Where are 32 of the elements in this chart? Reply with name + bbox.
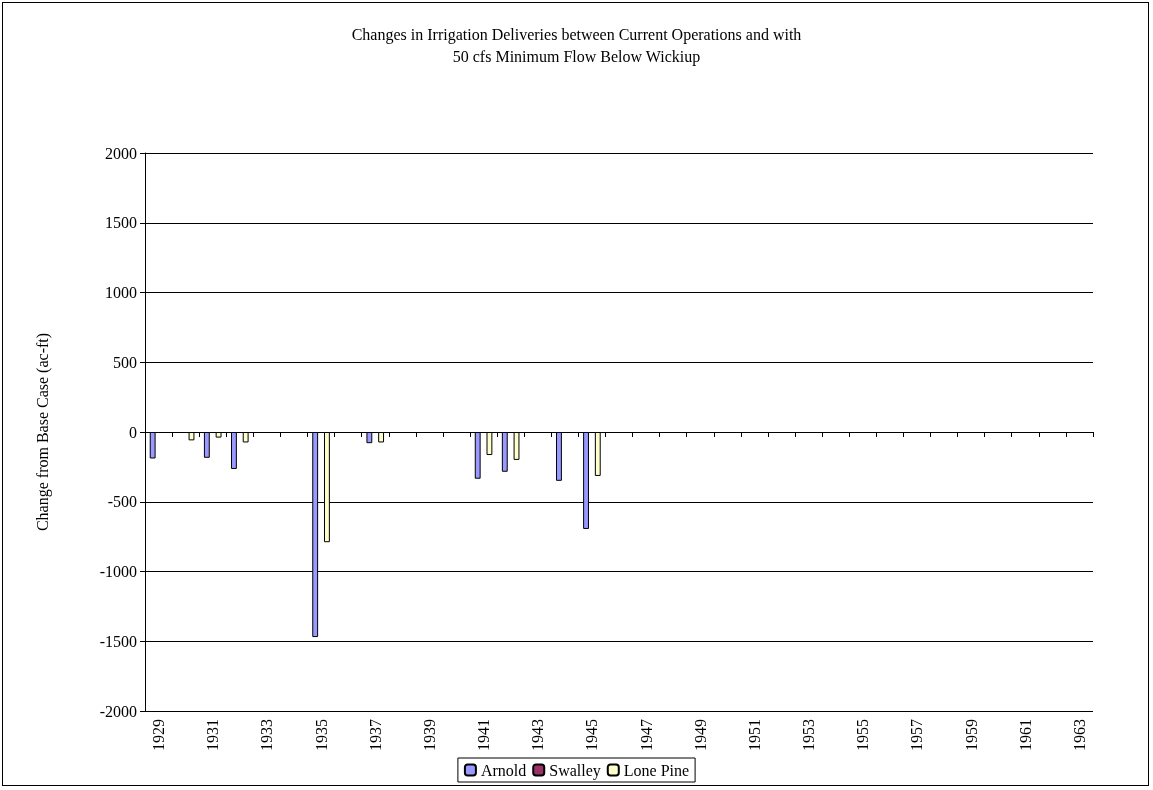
x-tick-label: 1953 xyxy=(800,719,818,751)
x-tick-label: 1957 xyxy=(908,719,926,751)
x-tick-label: 1933 xyxy=(258,719,276,751)
x-tick-label: 1941 xyxy=(475,719,493,751)
y-tick-label: -1000 xyxy=(99,563,137,580)
y-tick-label: -1500 xyxy=(99,632,137,650)
y-tick-label: -500 xyxy=(107,493,137,511)
x-tick-label: 1959 xyxy=(962,719,980,751)
x-tick-label: 1947 xyxy=(637,719,655,751)
y-tick-label: 500 xyxy=(113,353,137,371)
legend-label: Arnold xyxy=(480,761,527,779)
x-tick-label: 1945 xyxy=(583,719,601,751)
x-tick-label: 1951 xyxy=(745,719,763,751)
legend-label: Swalley xyxy=(549,761,601,780)
x-tick-label: 1963 xyxy=(1070,719,1088,751)
y-tick-label: 0 xyxy=(129,423,137,441)
y-tick-label: -2000 xyxy=(99,702,137,720)
x-tick-label: 1943 xyxy=(529,719,547,751)
x-tick-label: 1955 xyxy=(854,719,872,751)
y-tick-label: 1000 xyxy=(105,284,137,301)
y-tick-label: 2000 xyxy=(105,144,137,162)
x-tick-label: 1929 xyxy=(150,719,168,751)
x-tick-label: 1931 xyxy=(204,719,222,751)
legend-label: Lone Pine xyxy=(623,761,690,779)
y-axis-title: Change from Base Case (ac-ft) xyxy=(33,332,52,532)
y-tick-label: 1500 xyxy=(105,214,137,232)
x-tick-label: 1935 xyxy=(312,719,330,751)
chart-title: Changes in Irrigation Deliveries between Current Operations and with 50 cfs Minimum Flow Below Wickiup xyxy=(351,25,802,66)
x-tick-label: 1961 xyxy=(1016,719,1034,751)
x-tick-label: 1937 xyxy=(366,719,384,751)
x-tick-label: 1939 xyxy=(420,719,438,751)
x-tick-label: 1949 xyxy=(691,719,709,751)
